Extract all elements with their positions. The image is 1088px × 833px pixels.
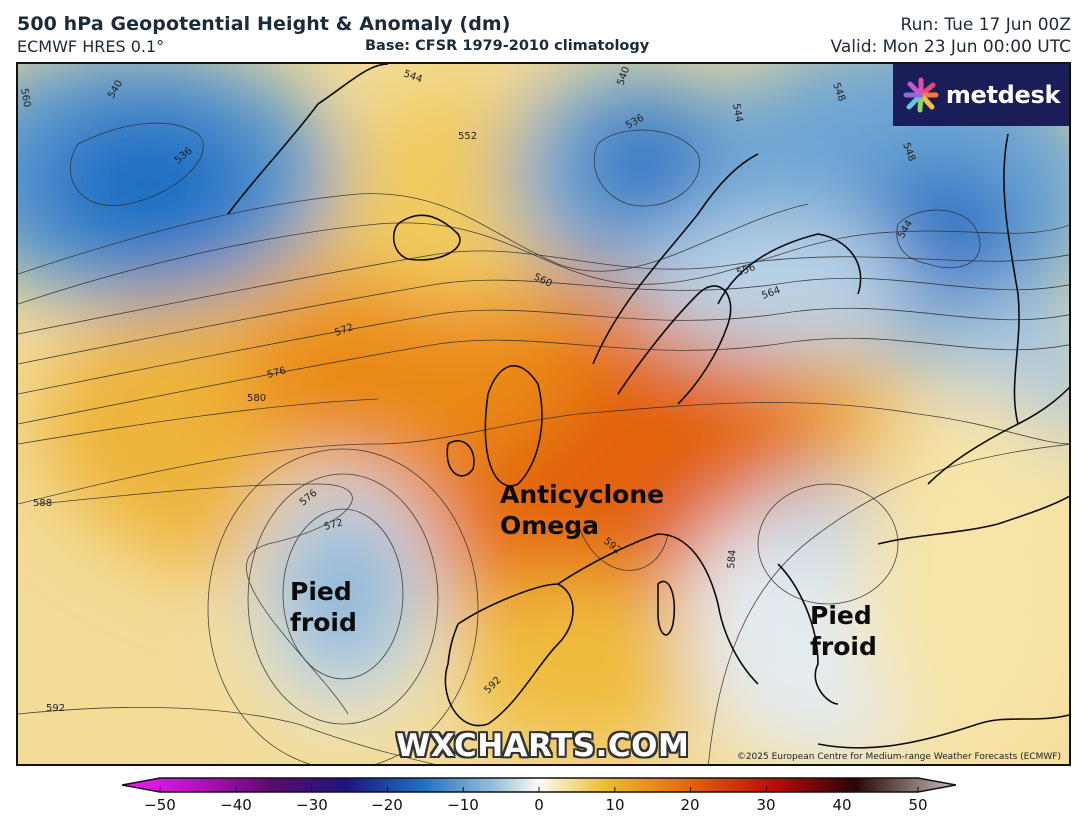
annotation-line: Anticyclone xyxy=(500,480,665,509)
colorbar-tick: 20 xyxy=(680,796,700,814)
colorbar-tick: −40 xyxy=(220,796,252,814)
colorbar-tick: 40 xyxy=(832,796,852,814)
svg-text:576: 576 xyxy=(266,365,287,381)
metdesk-flower-icon xyxy=(903,77,939,113)
annotation-line: froid xyxy=(810,632,877,661)
wxcharts-watermark: WXCHARTS.COM xyxy=(396,728,690,764)
colorbar xyxy=(121,775,957,795)
anomaly-field: 560 540 536 544 552 540 536 544 548 548 … xyxy=(18,64,1069,764)
metdesk-logo: metdesk xyxy=(893,64,1069,126)
colorbar-tick: 30 xyxy=(756,796,776,814)
copyright-notice: ©2025 European Centre for Medium-range W… xyxy=(736,752,1061,762)
annotation-line: Pied xyxy=(810,601,872,630)
svg-text:560: 560 xyxy=(18,88,32,109)
valid-time-label: Valid: Mon 23 Jun 00:00 UTC xyxy=(830,37,1071,57)
annotation-pied-froid-greece: Pied froid xyxy=(810,600,877,662)
annotation-line: Pied xyxy=(290,577,352,606)
colorbar-tick: −50 xyxy=(144,796,176,814)
svg-text:588: 588 xyxy=(33,498,52,509)
colorbar-tick: −30 xyxy=(296,796,328,814)
metdesk-wordmark: metdesk xyxy=(945,81,1061,109)
svg-text:592: 592 xyxy=(46,703,65,714)
annotation-line: froid xyxy=(290,608,357,637)
run-time-label: Run: Tue 17 Jun 00Z xyxy=(900,15,1071,35)
climatology-base-label: Base: CFSR 1979-2010 climatology xyxy=(365,38,650,54)
colorbar-tick: −10 xyxy=(447,796,479,814)
svg-text:552: 552 xyxy=(458,131,477,142)
svg-text:584: 584 xyxy=(726,549,739,569)
annotation-pied-froid-atlantic: Pied froid xyxy=(290,576,357,638)
annotation-anticyclone-omega: Anticyclone Omega xyxy=(500,479,664,541)
svg-text:580: 580 xyxy=(247,393,266,404)
colorbar-tick: −20 xyxy=(371,796,403,814)
svg-text:572: 572 xyxy=(323,517,344,533)
svg-text:544: 544 xyxy=(730,103,744,124)
colorbar-tick-labels: −50 −40 −30 −20 −10 0 10 20 30 40 50 xyxy=(0,796,1088,820)
model-label: ECMWF HRES 0.1° xyxy=(17,37,165,56)
colorbar-tick: 50 xyxy=(908,796,928,814)
colorbar-tick: 0 xyxy=(534,796,544,814)
colorbar-tick: 10 xyxy=(605,796,625,814)
weather-map: 560 540 536 544 552 540 536 544 548 548 … xyxy=(16,62,1071,766)
chart-title: 500 hPa Geopotential Height & Anomaly (d… xyxy=(17,13,511,35)
annotation-line: Omega xyxy=(500,511,600,540)
